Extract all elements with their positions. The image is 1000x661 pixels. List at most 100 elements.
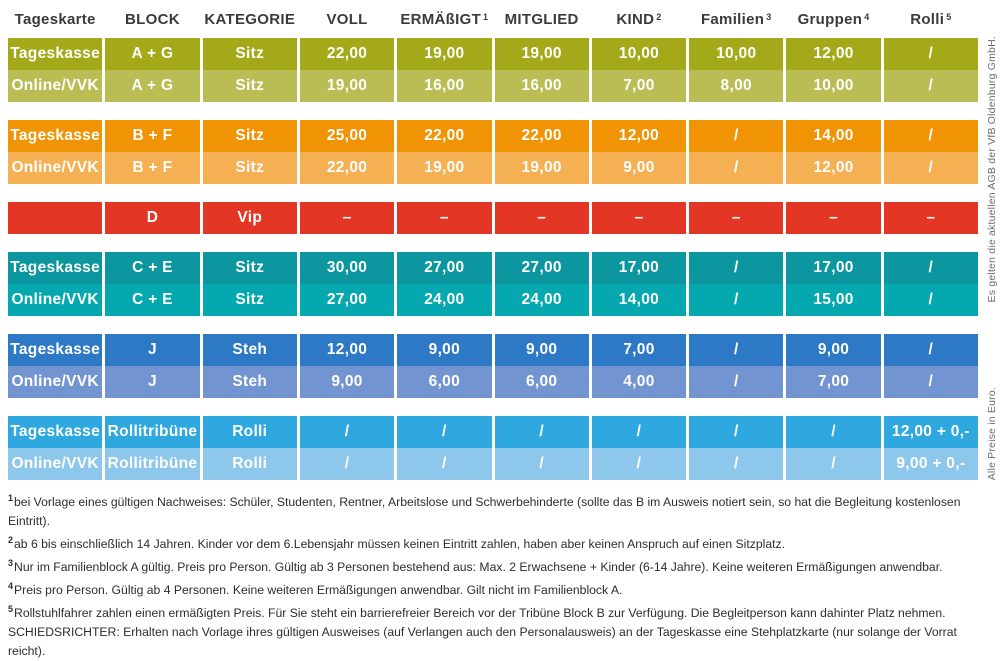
price-cell: 15,00	[786, 284, 881, 316]
footnote-marker: 3	[766, 12, 772, 22]
price-cell: /	[883, 334, 978, 366]
price-cell: 22,00	[299, 38, 395, 70]
column-header-10: Rolli 5	[910, 10, 952, 28]
price-cell: /	[689, 284, 784, 316]
price-cell: 27,00	[299, 284, 395, 316]
price-cell: Online/VVK	[8, 70, 103, 102]
price-cell: 22,00	[397, 120, 492, 152]
price-cell: 10,00	[786, 70, 881, 102]
column-header-7: KIND 2	[616, 10, 662, 28]
price-cell: Tageskasse	[8, 416, 103, 448]
price-cell: 10,00	[591, 38, 687, 70]
footnote-line-5: 5Rollstuhlfahrer zahlen einen ermäßigten…	[8, 604, 946, 621]
footnote-marker: 2	[8, 535, 14, 546]
price-cell: –	[883, 202, 978, 234]
price-cell: 24,00	[397, 284, 492, 316]
price-cell: 12,00	[591, 120, 687, 152]
band-block-a-g: Tageskasse A + G Sitz 22,00 19,00 19,00 10,00 1…	[8, 38, 978, 102]
footnote-marker: 5	[8, 604, 14, 615]
price-cell: Online/VVK	[8, 152, 103, 184]
price-cell: /	[689, 366, 784, 398]
price-cell: /	[299, 416, 395, 448]
footnote-marker: 2	[656, 12, 662, 22]
price-cell: /	[397, 416, 492, 448]
price-cell: 16,00	[494, 70, 589, 102]
price-cell: Rolli	[202, 448, 297, 480]
column-header-6: MITGLIED	[504, 10, 579, 28]
price-cell: Vip	[202, 202, 297, 234]
price-cell: C + E	[105, 284, 200, 316]
price-cell: 9,00	[494, 334, 589, 366]
price-cell: 24,00	[494, 284, 589, 316]
price-cell: Sitz	[202, 38, 297, 70]
prices-side-note: Alle Preise in Euro.	[986, 386, 998, 480]
footnote-marker: 3	[8, 558, 14, 569]
price-cell: Online/VVK	[8, 284, 103, 316]
price-cell: 19,00	[397, 38, 492, 70]
price-cell: /	[883, 38, 978, 70]
price-cell: /	[786, 416, 881, 448]
footnote-line-6: SCHIEDSRICHTER: Erhalten nach Vorlage ih…	[8, 625, 957, 659]
price-cell: /	[397, 448, 492, 480]
price-cell: Online/VVK	[8, 448, 103, 480]
footnote-marker: 1	[8, 493, 14, 503]
price-cell: 19,00	[494, 38, 589, 70]
price-cell: Online/VVK	[8, 366, 103, 398]
footnote-line-1: 1bei Vorlage eines gültigen Nachweises: …	[8, 493, 961, 529]
footnote-line-3: 3Nur im Familienblock A gültig. Preis pr…	[8, 558, 943, 575]
price-cell: Steh	[202, 334, 297, 366]
price-cell: /	[883, 120, 978, 152]
price-cell: /	[299, 448, 395, 480]
price-cell: 9,00 + 0,-	[883, 448, 978, 480]
price-cell: A + G	[105, 70, 200, 102]
price-cell: /	[883, 252, 978, 284]
price-cell: 12,00	[299, 334, 395, 366]
band-block-b-f: Tageskasse B + F Sitz 25,00 22,00 22,00 12,00/…	[8, 120, 978, 184]
price-cell: 7,00	[591, 70, 687, 102]
price-cell: /	[689, 416, 784, 448]
column-header-3: KATEGORIE	[204, 10, 296, 28]
price-cell: Sitz	[202, 152, 297, 184]
price-cell: Sitz	[202, 252, 297, 284]
price-cell: /	[689, 120, 784, 152]
price-cell: 12,00	[786, 38, 881, 70]
price-cell: 22,00	[494, 120, 589, 152]
price-cell: J	[105, 366, 200, 398]
price-cell: 25,00	[299, 120, 395, 152]
price-cell: 7,00	[591, 334, 687, 366]
price-cell: –	[299, 202, 395, 234]
price-cell: Sitz	[202, 70, 297, 102]
price-cell: –	[397, 202, 492, 234]
price-cell: Sitz	[202, 120, 297, 152]
price-table-page: { "table": { "headers": [ { "label": "Ta…	[8, 6, 998, 659]
price-cell: Tageskasse	[8, 252, 103, 284]
price-cell: Rolli	[202, 416, 297, 448]
price-table: Tageskarte BLOCK KATEGORIE VOLL ERMÄßIGT 1 MIT…	[8, 6, 978, 498]
price-cell: –	[494, 202, 589, 234]
price-cell: 19,00	[494, 152, 589, 184]
price-cell: 14,00	[786, 120, 881, 152]
column-header-1: Tageskarte	[14, 10, 96, 28]
price-cell: Rollitribüne	[105, 416, 200, 448]
price-cell: /	[883, 70, 978, 102]
price-cell: 12,00	[786, 152, 881, 184]
band-rollitribuene: Tageskasse Rollitribüne Rolli / / / / //12,00 +…	[8, 416, 978, 480]
price-cell: B + F	[105, 152, 200, 184]
price-cell: /	[689, 448, 784, 480]
price-cell: /	[591, 416, 687, 448]
price-cell: Sitz	[202, 284, 297, 316]
price-cell: Tageskasse	[8, 38, 103, 70]
price-cell: D	[105, 202, 200, 234]
price-cell: 9,00	[591, 152, 687, 184]
price-cell: /	[689, 152, 784, 184]
price-cell: /	[494, 416, 589, 448]
band-block-j: Tageskasse J Steh 12,00 9,00 9,00 7,00/9,00/On…	[8, 334, 978, 398]
price-cell: 9,00	[786, 334, 881, 366]
footnote-marker: 4	[864, 12, 870, 22]
footnote-line-2: 2ab 6 bis einschließlich 14 Jahren. Kind…	[8, 535, 785, 552]
price-cell: 12,00 + 0,-	[883, 416, 978, 448]
price-cell: 17,00	[591, 252, 687, 284]
footnote-marker: 5	[946, 12, 952, 22]
price-cell: 19,00	[397, 152, 492, 184]
price-cell: 9,00	[397, 334, 492, 366]
